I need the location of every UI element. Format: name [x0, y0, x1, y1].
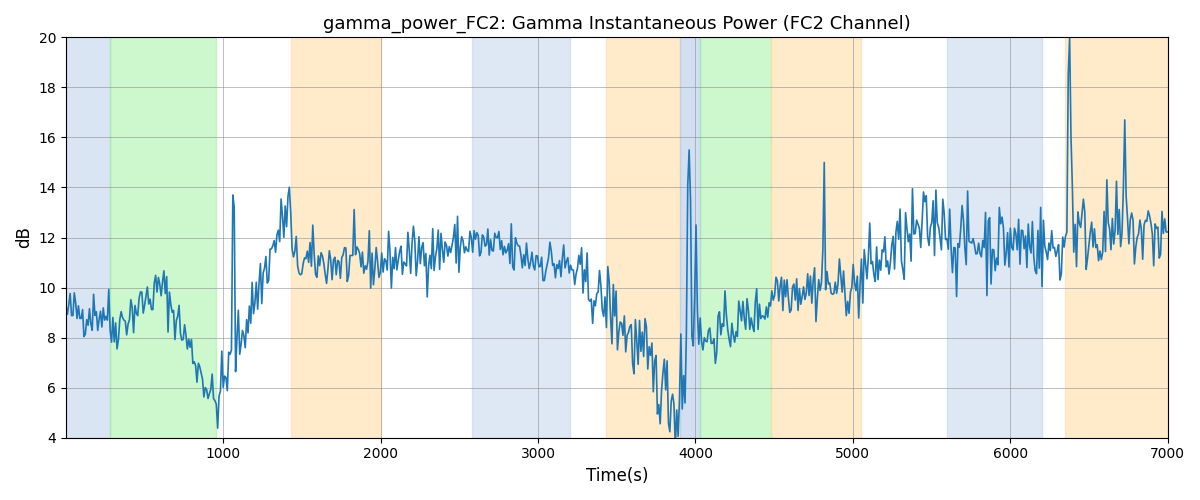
Bar — [770, 38, 860, 438]
Y-axis label: dB: dB — [14, 226, 32, 248]
Bar — [110, 38, 216, 438]
Bar — [66, 38, 110, 438]
X-axis label: Time(s): Time(s) — [586, 467, 648, 485]
Bar — [472, 38, 570, 438]
Bar — [700, 38, 770, 438]
Bar — [606, 38, 679, 438]
Bar — [292, 38, 380, 438]
Bar — [679, 38, 700, 438]
Bar — [947, 38, 1042, 438]
Title: gamma_power_FC2: Gamma Instantaneous Power (FC2 Channel): gamma_power_FC2: Gamma Instantaneous Pow… — [323, 15, 911, 34]
Bar — [1066, 38, 1168, 438]
